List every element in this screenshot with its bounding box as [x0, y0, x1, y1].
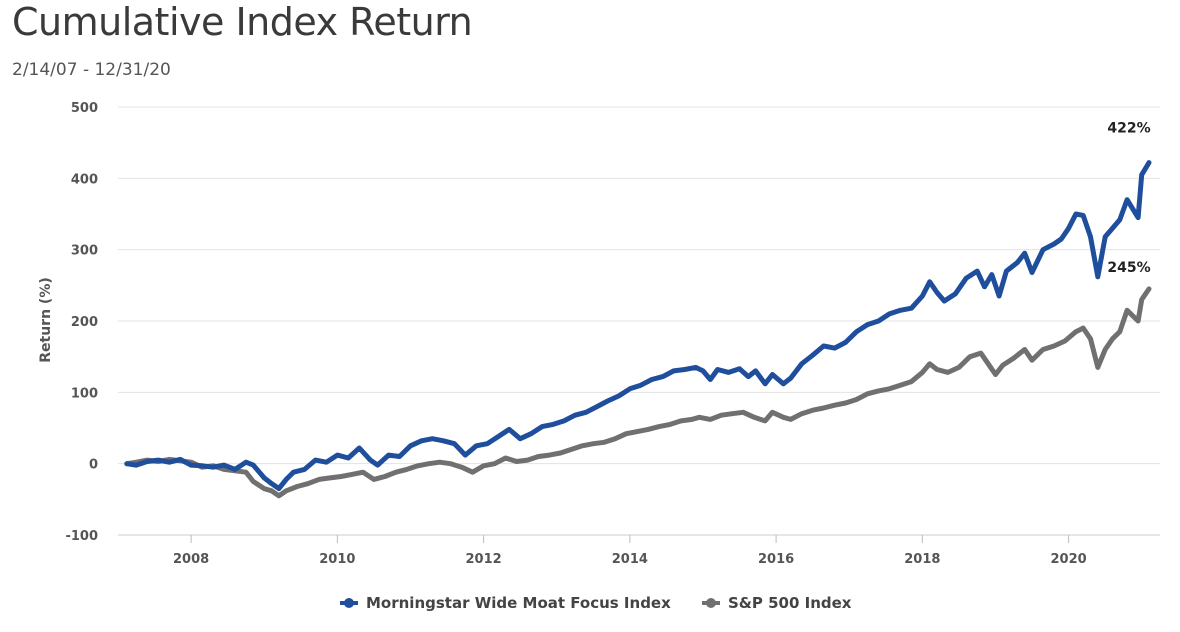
y-tick-label: -100: [65, 529, 98, 544]
legend-label: Morningstar Wide Moat Focus Index: [366, 594, 671, 612]
y-tick-label: 300: [71, 244, 98, 259]
y-tick-label: 100: [71, 386, 98, 401]
x-tick-label: 2020: [1051, 552, 1087, 567]
legend[interactable]: Morningstar Wide Moat Focus Index S&P 500…: [340, 594, 852, 612]
legend-swatch-marker: [706, 598, 716, 608]
y-tick-label: 0: [89, 458, 98, 473]
end-labels: 245% 422%: [1107, 121, 1150, 276]
y-tick-label: 400: [71, 172, 98, 187]
legend-swatch-marker: [344, 598, 354, 608]
y-axis-title: Return (%): [38, 277, 54, 363]
x-tick-label: 2008: [173, 552, 209, 567]
x-tick-label: 2010: [319, 552, 355, 567]
series-line-sp500: [124, 286, 1152, 499]
x-tick-label: 2012: [466, 552, 502, 567]
x-tick-label: 2018: [904, 552, 940, 567]
x-tick-label: 2014: [612, 552, 648, 567]
legend-item-morningstar[interactable]: Morningstar Wide Moat Focus Index: [340, 594, 671, 612]
gridlines: [118, 106, 1160, 536]
series-lines: [124, 160, 1152, 499]
x-tick-label: 2016: [758, 552, 794, 567]
axes: 500 400 300 200 100 0 -100 2008 2010 2012 2014 2016…: [65, 101, 1160, 567]
chart-subtitle: 2/14/07 - 12/31/20: [12, 60, 171, 80]
end-value-label: 422%: [1107, 121, 1150, 137]
chart-title: Cumulative Index Return: [12, 0, 473, 44]
legend-item-sp500[interactable]: S&P 500 Index: [702, 594, 852, 612]
series-line-morningstar: [124, 160, 1152, 492]
y-tick-label: 200: [71, 315, 98, 330]
legend-label: S&P 500 Index: [728, 594, 852, 612]
y-tick-label: 500: [71, 101, 98, 116]
end-value-label: 245%: [1107, 260, 1150, 276]
